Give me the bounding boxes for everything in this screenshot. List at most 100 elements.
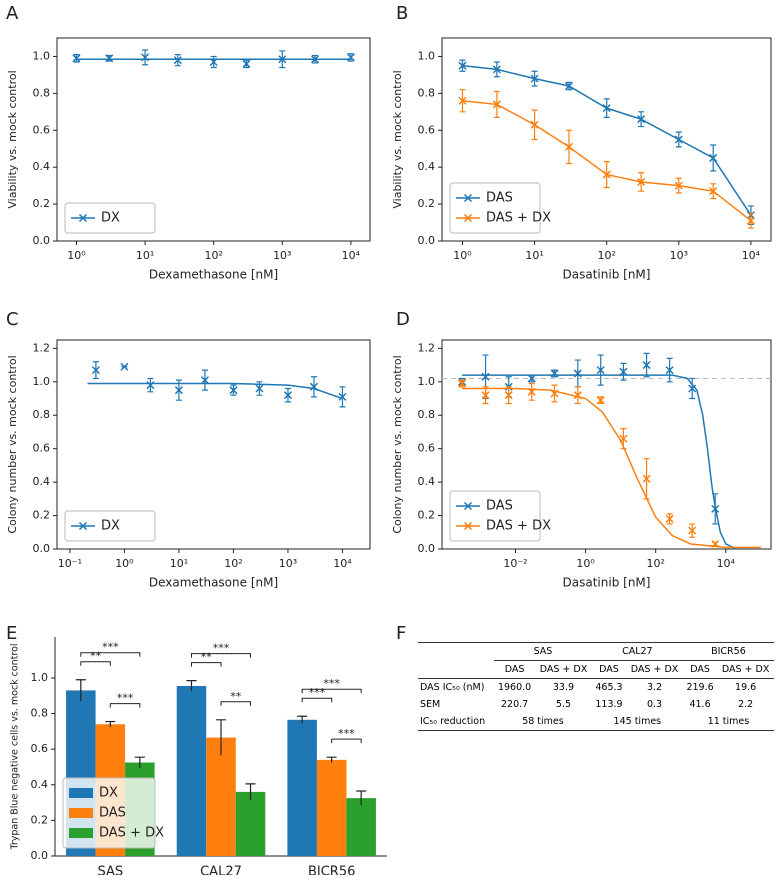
point: [665, 514, 674, 523]
group-header: CAL27: [591, 642, 683, 661]
point: [674, 181, 683, 190]
legend-label: DAS: [486, 499, 513, 514]
point: [255, 384, 264, 393]
y-tick-label: 0.4: [33, 475, 51, 488]
y-tick-label: 0.6: [418, 123, 436, 136]
table-cell: 33.9: [552, 682, 575, 693]
legend-marker: [78, 521, 88, 531]
bar: [316, 759, 347, 856]
sub-header: DAS + DX: [535, 660, 592, 679]
point: [105, 54, 114, 63]
point: [550, 369, 559, 378]
x-tick-label: 10²: [204, 249, 222, 262]
y-axis-title: Viability vs. mock control: [391, 70, 404, 208]
point: [173, 56, 182, 65]
point: [711, 504, 720, 513]
point: [596, 396, 605, 405]
error-bar: [245, 783, 256, 800]
error-bar: [186, 680, 197, 692]
table-cell: 11 times: [682, 713, 774, 731]
row-label: SEM: [420, 699, 441, 710]
significance-bracket: [301, 697, 333, 703]
legend-box: [64, 510, 156, 542]
group-header: SAS: [494, 642, 592, 661]
error-bar: [297, 715, 308, 724]
table-cell: 465.3: [595, 682, 623, 693]
y-tick-label: 0.8: [418, 408, 436, 421]
legend-label: DAS + DX: [99, 826, 164, 841]
x-tick-label: 10⁰: [453, 249, 472, 262]
point: [665, 366, 674, 375]
axes-frame: [56, 339, 371, 550]
y-tick-label: 0.6: [33, 123, 51, 136]
y-tick-label: 0.2: [418, 197, 436, 210]
sub-header: DAS: [591, 660, 627, 679]
table-row: DAS DAS + DX DAS DAS + DX DAS DAS + DX: [418, 660, 774, 679]
point: [530, 74, 539, 83]
ic50-table: SAS CAL27 BICR56 DAS DAS + DX DAS DAS + …: [418, 642, 774, 731]
significance-bracket: [190, 662, 222, 667]
panel-label: E: [6, 623, 17, 644]
x-tick-label: 10³: [279, 557, 297, 570]
table-row: SEM 220.7 5.5 113.9 0.3 41.6 2.2: [418, 696, 774, 713]
x-tick-label: 10⁴: [333, 557, 352, 570]
point: [642, 474, 651, 483]
group-header: BICR56: [682, 642, 774, 661]
x-tick-label: 10⁻²: [503, 557, 527, 570]
panel-label: F: [396, 623, 406, 644]
row-label: DAS IC₅₀ (nM): [420, 682, 485, 693]
x-tick-label: 10³: [670, 249, 688, 262]
legend-box: [449, 182, 541, 234]
x-tick-label: BICR56: [308, 865, 355, 875]
y-tick-label: 1.0: [418, 49, 436, 62]
table-cell: 5.5: [555, 699, 572, 710]
legend-marker: [463, 521, 473, 531]
y-tick-label: 1.2: [33, 341, 51, 354]
legend-label: DX: [99, 786, 118, 801]
significance-bracket: [301, 688, 362, 694]
error-bar: [75, 679, 86, 702]
point: [596, 366, 605, 375]
point: [141, 53, 150, 62]
y-tick-label: 0.8: [31, 707, 49, 720]
significance-label: **: [90, 650, 102, 663]
table-row: SAS CAL27 BICR56: [418, 642, 774, 661]
table-cell: 2.2: [738, 699, 754, 710]
y-tick-label: 0.6: [31, 742, 49, 755]
sub-header: DAS + DX: [626, 660, 683, 679]
legend-swatch: [69, 828, 93, 838]
table-cell: 220.7: [501, 699, 529, 710]
table-cell: 58 times: [494, 713, 592, 731]
point: [688, 384, 697, 393]
point: [146, 381, 155, 390]
y-tick-label: 1.2: [418, 341, 436, 354]
table-cell: 3.2: [646, 682, 663, 693]
bar: [206, 737, 236, 856]
y-tick-label: 0.2: [418, 509, 436, 522]
y-tick-label: 0.0: [418, 234, 436, 247]
point: [642, 361, 651, 370]
point: [711, 539, 720, 549]
point: [458, 61, 467, 70]
point: [637, 177, 646, 186]
legend-marker: [463, 501, 473, 511]
x-axis-title: Dexamethasone [nM]: [149, 268, 278, 282]
point: [619, 434, 628, 443]
x-tick-label: 10⁰: [576, 557, 595, 570]
significance-label: ***: [213, 642, 230, 655]
point: [209, 57, 218, 67]
significance-label: **: [230, 690, 242, 703]
y-tick-label: 0.2: [33, 509, 51, 522]
bar: [346, 798, 376, 856]
x-tick-label: 10⁰: [67, 249, 86, 262]
panel-label: B: [396, 3, 408, 24]
point: [709, 187, 718, 196]
x-tick-label: 10¹: [170, 557, 188, 570]
x-tick-label: CAL27: [200, 865, 242, 875]
table-cell: [418, 660, 495, 679]
table-cell: 41.6: [689, 699, 711, 710]
sub-header: DAS: [494, 660, 536, 679]
legend-marker: [463, 213, 473, 223]
y-tick-label: 0.0: [33, 234, 51, 247]
y-tick-label: 0.8: [33, 86, 51, 99]
